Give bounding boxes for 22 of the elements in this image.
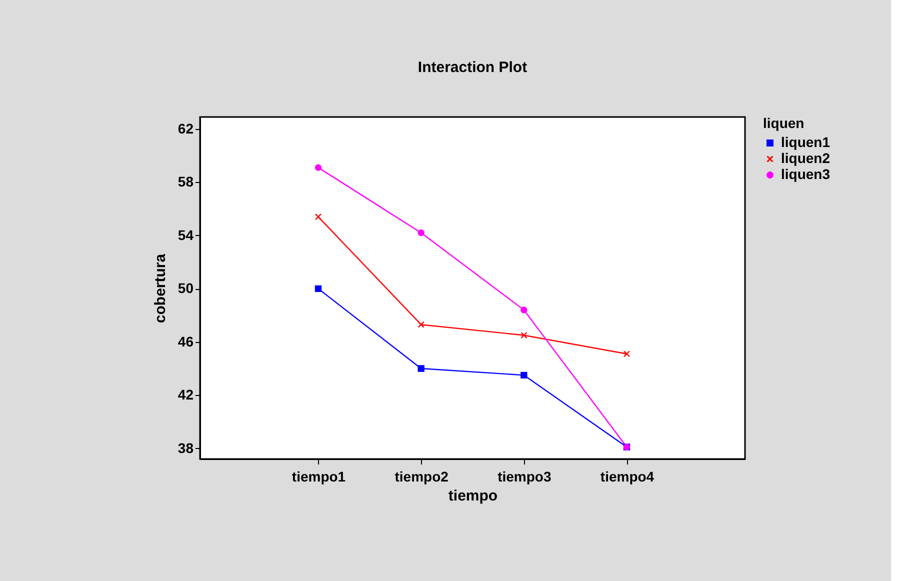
point [623,350,630,358]
y-tick-label: 58 [178,174,194,190]
point [314,213,322,220]
chart-title: Interaction Plot [418,59,528,76]
point [520,332,528,339]
x-tick-label: tiempo2 [394,468,449,484]
y-tick-label: 54 [178,226,194,243]
y-tick-label: 38 [178,440,194,456]
y-tick-label: 46 [178,333,194,350]
x-axis-title: tiempo [448,488,498,504]
legend-label: liquen2 [781,150,830,166]
x-tick-label: tiempo1 [292,468,346,484]
y-axis-title: cobertura [152,253,169,324]
legend-title: liquen [763,115,804,131]
point [418,321,424,328]
y-tick-label: 50 [178,280,194,296]
x-tick-label: tiempo4 [600,468,654,484]
x-tick-label: tiempo3 [498,468,552,484]
legend-label: liquen3 [781,166,830,182]
legend-label: liquen1 [781,134,830,150]
y-tick-label: 42 [178,386,194,403]
y-tick-label: 62 [178,120,194,136]
